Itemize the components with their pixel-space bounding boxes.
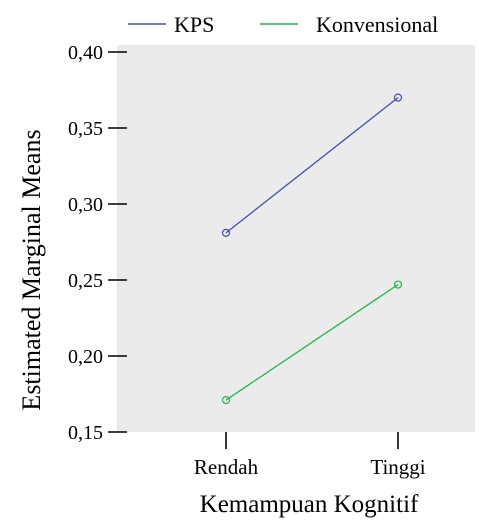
- x-tick-label: Tinggi: [370, 455, 425, 479]
- series-line-kps: [225, 97, 399, 234]
- y-axis: 0,40 0,35 0,30 0,25 0,20 0,15: [68, 42, 127, 444]
- y-axis-title: Estimated Marginal Means: [17, 129, 46, 410]
- y-tick-label: 0,35: [68, 118, 103, 140]
- data-point-kps: [393, 93, 403, 102]
- legend: KPS Konvensional: [128, 12, 438, 37]
- y-tick-label: 0,15: [68, 422, 103, 444]
- y-tick-label: 0,40: [68, 42, 103, 64]
- series-line-konvensional: [225, 284, 399, 401]
- x-axis-title: Kemampuan Kognitif: [200, 491, 419, 518]
- series-layer: [221, 93, 403, 405]
- legend-label-kps: KPS: [174, 12, 214, 37]
- x-axis: Rendah Tinggi: [194, 432, 426, 479]
- x-tick-label: Rendah: [194, 455, 259, 479]
- plot-area: [117, 45, 475, 432]
- data-point-konvensional: [393, 280, 403, 289]
- data-point-kps: [221, 228, 231, 237]
- y-tick-label: 0,30: [68, 194, 103, 216]
- y-tick-label: 0,20: [68, 346, 103, 368]
- legend-label-konvensional: Konvensional: [316, 12, 438, 37]
- data-point-konvensional: [221, 395, 231, 405]
- y-tick-label: 0,25: [68, 270, 103, 292]
